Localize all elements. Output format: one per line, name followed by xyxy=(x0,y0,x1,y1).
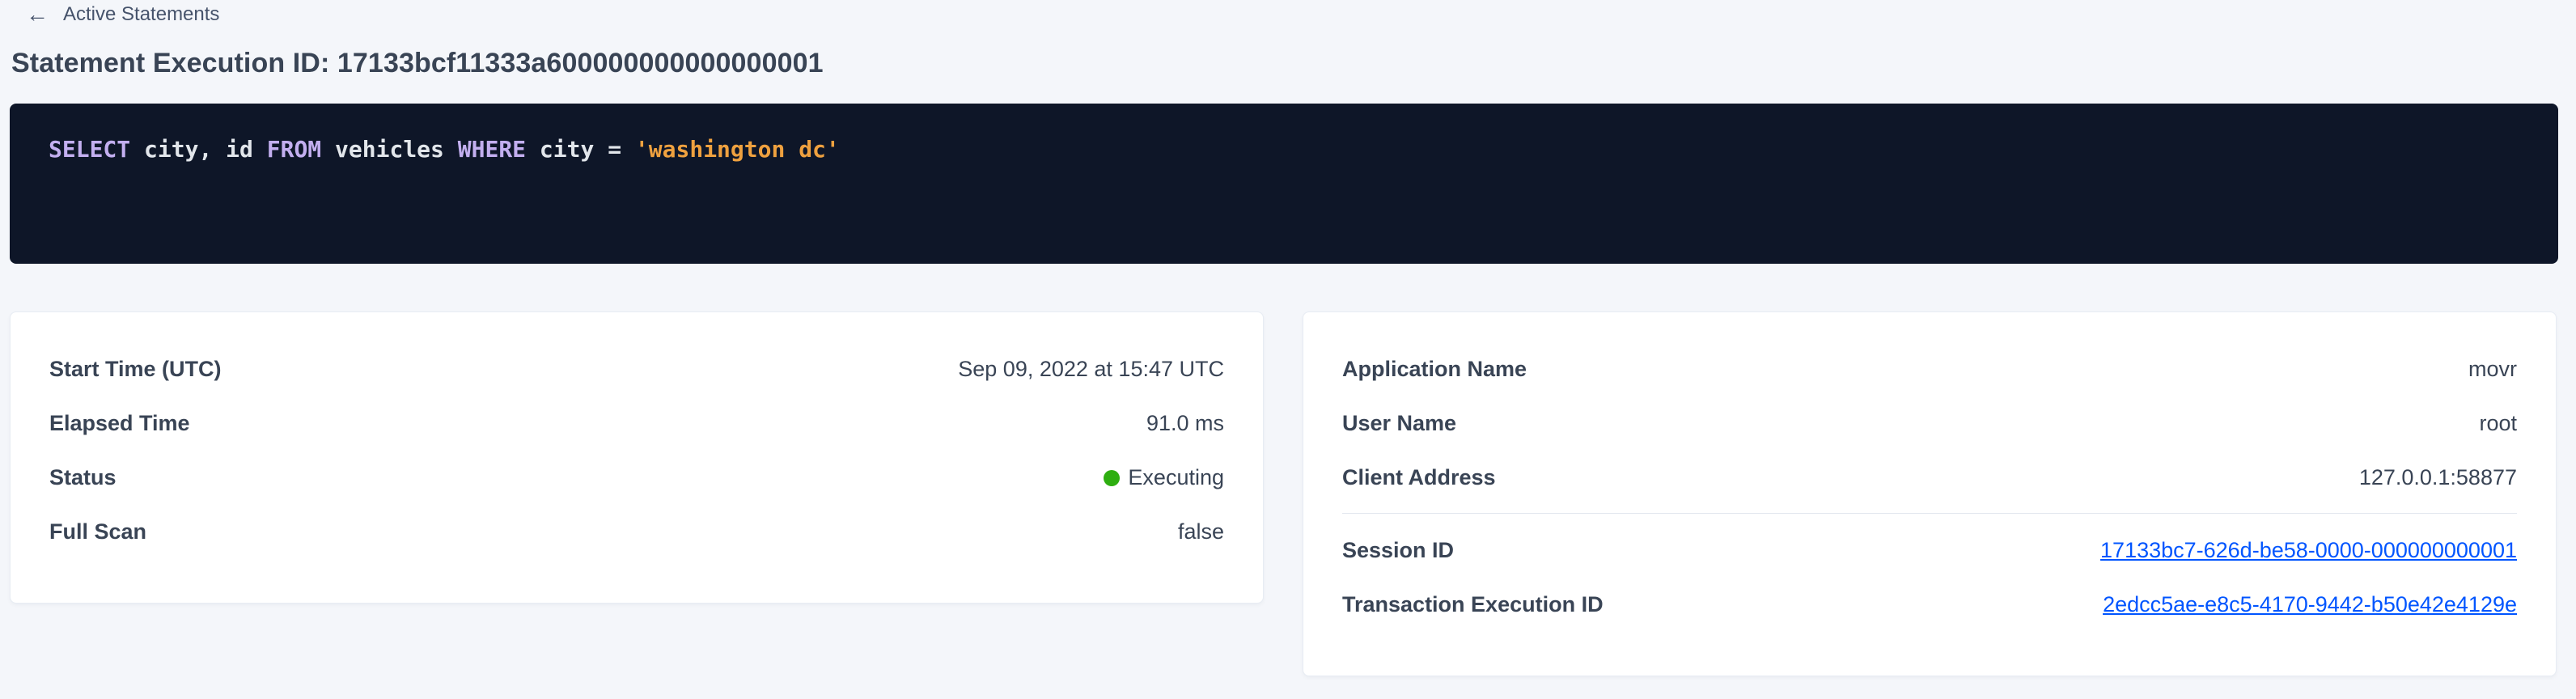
card-session-details: Application Name movr User Name root Cli… xyxy=(1303,311,2557,676)
back-navigation[interactable]: ← Active Statements xyxy=(0,0,2576,26)
detail-label: User Name xyxy=(1342,411,1457,435)
detail-row-transaction-execution-id: Transaction Execution ID 2edcc5ae-e8c5-4… xyxy=(1342,578,2517,632)
detail-row-user-name: User Name root xyxy=(1342,396,2517,451)
detail-cards: Start Time (UTC) Sep 09, 2022 at 15:47 U… xyxy=(10,311,2576,676)
sql-query-box: SELECT city, id FROM vehicles WHERE city… xyxy=(10,104,2558,264)
detail-label: Start Time (UTC) xyxy=(49,357,222,381)
detail-row-status: Status Executing xyxy=(49,451,1224,505)
detail-row-elapsed-time: Elapsed Time 91.0 ms xyxy=(49,396,1224,451)
detail-label: Status xyxy=(49,465,117,489)
detail-value: 127.0.0.1:58877 xyxy=(2358,465,2517,489)
session-id-link[interactable]: 17133bc7-626d-be58-0000-000000000001 xyxy=(2100,538,2517,562)
sql-table: vehicles xyxy=(321,136,458,163)
detail-row-client-address: Client Address 127.0.0.1:58877 xyxy=(1342,451,2517,505)
sql-columns: city, id xyxy=(130,136,267,163)
detail-value: root xyxy=(2479,411,2517,435)
detail-label: Transaction Execution ID xyxy=(1342,592,1604,616)
detail-value: 91.0 ms xyxy=(1146,411,1224,435)
page-title: Statement Execution ID: 17133bcf11333a60… xyxy=(11,48,824,78)
sql-keyword-select: SELECT xyxy=(49,136,131,163)
detail-label: Elapsed Time xyxy=(49,411,190,435)
detail-label: Full Scan xyxy=(49,519,147,544)
detail-row-session-id: Session ID 17133bc7-626d-be58-0000-00000… xyxy=(1342,523,2517,578)
detail-row-start-time: Start Time (UTC) Sep 09, 2022 at 15:47 U… xyxy=(49,342,1224,396)
card-execution-details: Start Time (UTC) Sep 09, 2022 at 15:47 U… xyxy=(10,311,1264,604)
card-section-divider xyxy=(1342,513,2517,514)
sql-string-literal: 'washington dc' xyxy=(634,136,840,163)
detail-row-application-name: Application Name movr xyxy=(1342,342,2517,396)
detail-value: Sep 09, 2022 at 15:47 UTC xyxy=(958,357,1224,381)
status-text: Executing xyxy=(1128,465,1224,489)
status-badge: Executing xyxy=(1104,465,1224,490)
sql-keyword-from: FROM xyxy=(266,136,322,163)
transaction-execution-id-link[interactable]: 2edcc5ae-e8c5-4170-9442-b50e42e4129e xyxy=(2103,592,2517,616)
detail-row-full-scan: Full Scan false xyxy=(49,505,1224,559)
detail-label: Client Address xyxy=(1342,465,1496,489)
detail-label: Application Name xyxy=(1342,357,1527,381)
detail-value: movr xyxy=(2468,357,2517,381)
back-link-active-statements[interactable]: Active Statements xyxy=(63,3,220,25)
back-arrow-icon[interactable]: ← xyxy=(26,2,49,27)
detail-value: false xyxy=(1177,519,1224,544)
sql-keyword-where: WHERE xyxy=(457,136,527,163)
sql-condition: city = xyxy=(526,136,635,163)
sql-query-text: SELECT city, id FROM vehicles WHERE city… xyxy=(49,138,2519,162)
detail-label: Session ID xyxy=(1342,538,1455,562)
status-executing-dot-icon xyxy=(1104,470,1121,486)
